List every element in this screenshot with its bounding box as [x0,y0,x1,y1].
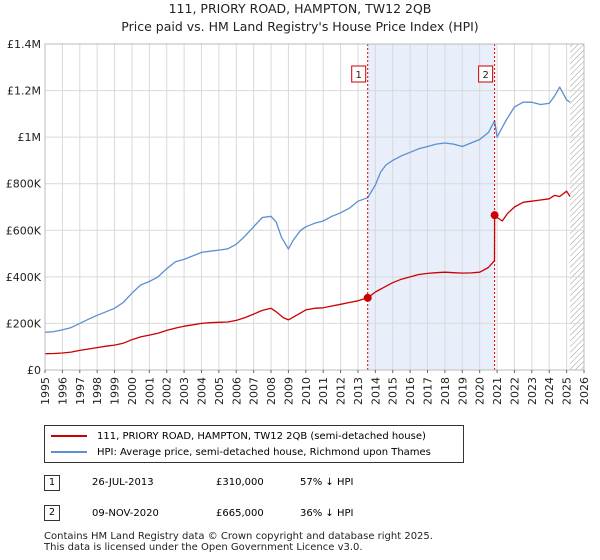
shaded-range-1 [367,44,495,370]
chart-legend: 111, PRIORY ROAD, HAMPTON, TW12 2QB (sem… [44,425,464,463]
x-tick-label: 2005 [213,377,226,405]
x-tick-label: 2025 [561,377,574,405]
sale-1-badge: 1 [44,475,60,491]
footer-attribution: Contains HM Land Registry data © Crown c… [44,531,433,553]
x-tick-label: 2012 [335,377,348,405]
legend-label-property: 111, PRIORY ROAD, HAMPTON, TW12 2QB (sem… [97,430,426,442]
x-tick-label: 2001 [143,377,156,405]
legend-item-hpi: HPI: Average price, semi-detached house,… [51,445,431,459]
footer-line-2: This data is licensed under the Open Gov… [44,542,363,553]
x-tick-label: 1998 [91,377,104,405]
hatched-region [570,44,584,370]
x-tick-label: 2003 [178,377,191,405]
x-tick-label: 2008 [265,377,278,405]
x-tick-label: 2018 [439,377,452,405]
x-tick-label: 2000 [126,377,139,405]
sale-2-marker-label: 2 [482,70,488,81]
x-tick-label: 1996 [56,377,69,405]
sale-1-price: £310,000 [216,477,264,488]
sale-1-date: 26-JUL-2013 [92,477,154,488]
sale-2-price: £665,000 [216,508,264,519]
chart-subtitle: Price paid vs. HM Land Registry's House … [121,19,479,34]
footer-line-1: Contains HM Land Registry data © Crown c… [44,531,433,542]
price-chart: 1 2 £0 £200K £400K £600K £800K £1M £1.2M £1.4M 19… [6,38,591,405]
x-tick-label: 2010 [300,377,313,405]
y-tick-label: £600K [6,224,42,237]
sale-2-badge: 2 [44,505,60,521]
legend-swatch-property [51,435,87,437]
x-tick-label: 2023 [526,377,539,405]
plot-frame [44,43,585,371]
sale-1-point [363,293,372,302]
x-tick-label: 2026 [578,377,591,405]
sale-2-marker-box [478,65,494,83]
x-tick-label: 2015 [387,377,400,405]
sale-1-marker-label: 1 [356,70,362,81]
x-tick-label: 1997 [74,377,87,405]
x-tick-label: 2021 [491,377,504,405]
y-tick-label: £400K [6,271,42,284]
sale-2-hpi: 36% ↓ HPI [300,508,354,519]
x-tick-label: 2004 [195,377,208,405]
x-tick-label: 2019 [456,377,469,405]
x-tick-label: 2022 [508,377,521,405]
x-tick-label: 2009 [282,377,295,405]
x-tick-label: 2020 [474,377,487,405]
y-tick-label: £200K [6,317,42,330]
x-tick-label: 2007 [248,377,261,405]
x-tick-label: 1999 [109,377,122,405]
x-tick-label: 2024 [543,377,556,405]
y-tick-label: £0 [27,364,41,377]
sale-2-date: 09-NOV-2020 [92,508,159,519]
x-tick-label: 2014 [369,377,382,405]
y-tick-label: £1.4M [7,38,41,51]
sale-1-marker-box [351,65,367,83]
sale-1-hpi: 57% ↓ HPI [300,477,354,488]
y-tick-label: £800K [6,178,42,191]
chart-title: 111, PRIORY ROAD, HAMPTON, TW12 2QB [168,1,432,16]
legend-label-hpi: HPI: Average price, semi-detached house,… [97,446,431,458]
x-tick-label: 2016 [404,377,417,405]
x-tick-label: 2017 [422,377,435,405]
x-tick-label: 2011 [317,377,330,405]
x-tick-label: 2006 [230,377,243,405]
legend-swatch-hpi [51,451,87,453]
y-tick-label: £1M [18,131,42,144]
legend-item-property: 111, PRIORY ROAD, HAMPTON, TW12 2QB (sem… [51,429,426,443]
x-tick-label: 2013 [352,377,365,405]
x-tick-label: 2002 [161,377,174,405]
x-tick-label: 1995 [39,377,52,405]
y-tick-label: £1.2M [7,85,41,98]
sale-2-point [490,211,499,220]
